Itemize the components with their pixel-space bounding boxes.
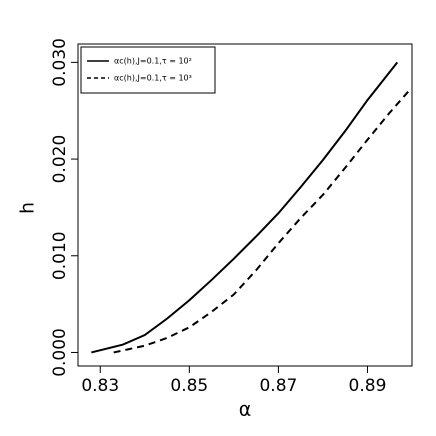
x-tick-label: 0.83	[81, 376, 119, 396]
legend: αc(h),J=0.1,τ = 10² αc(h),J=0.1,τ = 10³	[80, 46, 216, 94]
data-line	[91, 61, 399, 354]
legend-label: αc(h),J=0.1,τ = 10³	[114, 74, 192, 83]
data-line	[113, 90, 410, 354]
y-tick-label: 0.020	[50, 135, 70, 184]
x-tick-label: 0.89	[349, 376, 387, 396]
legend-box	[80, 46, 216, 94]
x-tick-label: 0.85	[170, 376, 208, 396]
y-axis-title: h	[17, 202, 39, 214]
x-tick-label: 0.87	[259, 376, 297, 396]
plot-frame	[77, 43, 413, 367]
y-tick-label: 0.030	[50, 38, 70, 87]
y-tick-label: 0.010	[50, 231, 70, 280]
x-axis-title: α	[239, 399, 252, 421]
legend-label: αc(h),J=0.1,τ = 10²	[114, 57, 192, 66]
y-tick-label: 0.000	[50, 328, 70, 377]
